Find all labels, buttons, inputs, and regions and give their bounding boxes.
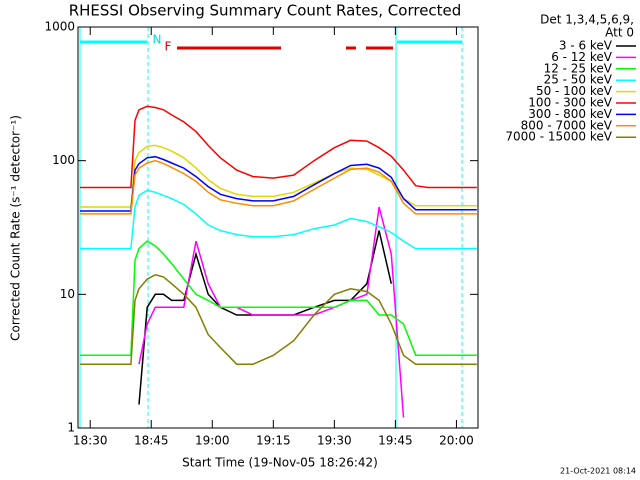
legend-label: 50 - 100 keV	[536, 84, 613, 98]
x-axis-label: Start Time (19-Nov-05 18:26:42)	[182, 456, 378, 470]
legend-header: Det 1,3,4,5,6,9,	[540, 13, 634, 27]
y-tick-label: 100	[52, 153, 75, 167]
x-tick-label: 19:45	[378, 434, 413, 448]
legend-header: Att 0	[605, 26, 634, 40]
y-axis-label: Corrected Count Rate (s⁻¹ detector⁻¹)	[9, 115, 23, 341]
series-line	[138, 206, 405, 418]
x-tick-label: 20:00	[439, 434, 474, 448]
legend-label: 7000 - 15000 keV	[505, 130, 612, 144]
legend-label: 800 - 7000 keV	[521, 118, 613, 132]
x-tick-label: 18:30	[73, 434, 108, 448]
flag-bars	[79, 27, 463, 428]
legend-label: 3 - 6 keV	[559, 39, 613, 53]
plot-frame	[77, 26, 479, 429]
legend-label: 6 - 12 keV	[551, 50, 613, 64]
legend-label: 100 - 300 keV	[528, 96, 612, 110]
chart-title: RHESSI Observing Summary Count Rates, Co…	[69, 2, 462, 20]
footer: 21-Oct-2021 08:14	[560, 467, 636, 476]
series-line	[80, 155, 477, 212]
series-line	[80, 274, 477, 365]
x-tick-label: 19:15	[256, 434, 291, 448]
y-tick-label: 1	[67, 421, 75, 435]
x-tick-label: 19:30	[317, 434, 352, 448]
legend-label: 300 - 800 keV	[528, 107, 612, 121]
series-line	[80, 159, 477, 215]
series-line	[80, 144, 477, 208]
x-tick-label: 19:00	[195, 434, 230, 448]
legend-label: 25 - 50 keV	[544, 73, 613, 87]
y-tick-label: 10	[60, 287, 75, 301]
legend-label: 12 - 25 keV	[544, 61, 613, 75]
series-line	[80, 189, 477, 250]
series-line	[80, 105, 477, 189]
y-tick-label: 1000	[44, 20, 75, 34]
x-tick-label: 18:45	[134, 434, 169, 448]
series-line	[80, 240, 477, 357]
annotation: N	[153, 33, 162, 47]
annotation: F	[165, 40, 172, 54]
